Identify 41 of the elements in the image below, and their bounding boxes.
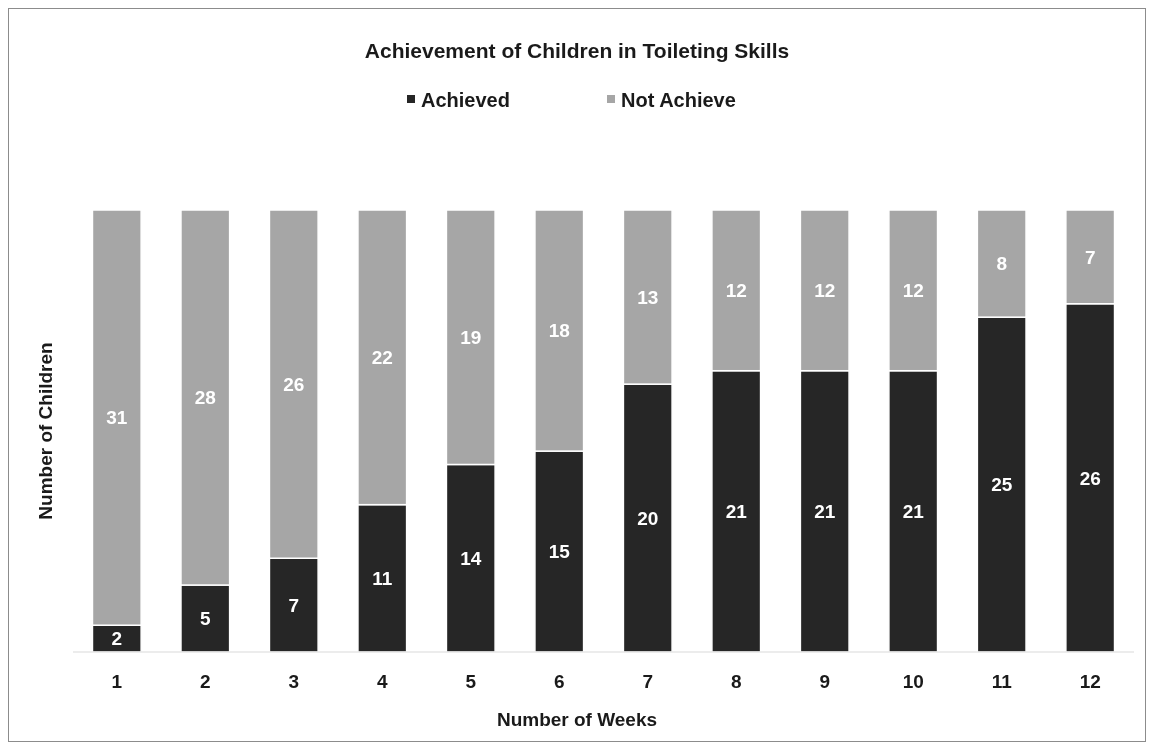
data-label: 26 bbox=[283, 373, 305, 395]
data-label: 12 bbox=[725, 280, 747, 302]
data-label: 12 bbox=[814, 280, 836, 302]
data-label: 28 bbox=[194, 387, 216, 409]
x-tick-label: 11 bbox=[991, 671, 1013, 692]
legend-label: Achieved bbox=[421, 89, 510, 112]
data-label: 21 bbox=[902, 501, 925, 523]
chart-title: Achievement of Children in Toileting Skills bbox=[364, 39, 790, 62]
data-label: 7 bbox=[288, 594, 300, 616]
data-label: 20 bbox=[637, 507, 659, 529]
data-label: 18 bbox=[548, 320, 570, 342]
y-axis-title: Number of Children bbox=[35, 342, 56, 520]
data-label: 13 bbox=[637, 286, 659, 308]
data-label: 2 bbox=[111, 628, 123, 650]
x-tick-label: 5 bbox=[465, 671, 477, 692]
x-tick-label: 6 bbox=[553, 671, 565, 692]
data-label: 19 bbox=[460, 327, 482, 349]
x-tick-label: 10 bbox=[902, 671, 924, 692]
data-label: 14 bbox=[460, 548, 482, 570]
data-label: 31 bbox=[106, 407, 128, 429]
data-label: 15 bbox=[548, 541, 571, 563]
x-tick-label: 3 bbox=[288, 671, 300, 692]
data-label: 11 bbox=[372, 568, 393, 590]
legend-label: Not Achieve bbox=[621, 89, 736, 112]
x-tick-label: 2 bbox=[200, 671, 211, 692]
x-tick-label: 12 bbox=[1079, 671, 1101, 692]
data-label: 21 bbox=[814, 501, 836, 523]
x-axis-title: Number of Weeks bbox=[496, 709, 658, 730]
data-label: 22 bbox=[371, 347, 393, 369]
data-label: 26 bbox=[1079, 467, 1101, 489]
data-label: 12 bbox=[902, 280, 924, 302]
data-label: 8 bbox=[996, 253, 1007, 275]
data-label: 5 bbox=[200, 608, 211, 630]
x-tick-label: 1 bbox=[111, 671, 123, 692]
x-tick-label: 4 bbox=[376, 671, 388, 692]
x-tick-label: 7 bbox=[642, 671, 654, 692]
x-tick-label: 9 bbox=[819, 671, 831, 692]
x-tick-label: 8 bbox=[730, 671, 742, 692]
data-label: 21 bbox=[725, 501, 748, 523]
data-label: 7 bbox=[1084, 246, 1096, 268]
data-label: 25 bbox=[991, 474, 1013, 496]
